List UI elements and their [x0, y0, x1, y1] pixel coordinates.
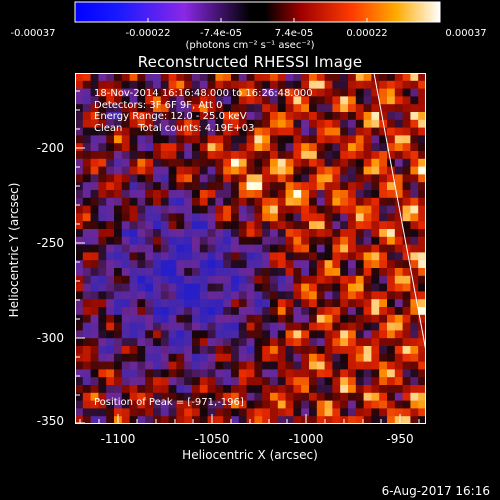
x-axis-ticks	[79, 414, 420, 424]
observation-info: 18-Nov-2014 16:16:48.000 to 16:26:48.000…	[94, 88, 313, 134]
colorbar-units: (photons cm⁻² s⁻¹ asec⁻²)	[185, 40, 315, 51]
solar-image	[75, 73, 426, 424]
solar-image-pixels	[75, 73, 426, 424]
info-time-range: 18-Nov-2014 16:16:48.000 to 16:26:48.000	[94, 88, 313, 99]
x-tick-label: -1100	[100, 432, 136, 446]
peak-position: Position of Peak = [-971,-196]	[94, 397, 244, 408]
colorbar-tick-label: 7.4e-05	[274, 28, 314, 39]
image-title: Reconstructed RHESSI Image	[137, 53, 363, 71]
y-tick-label: -300	[36, 331, 64, 345]
info-energy-range: Energy Range: 12.0 - 25.0 keV	[94, 111, 247, 122]
colorbar-tick-label: -0.00022	[125, 28, 171, 39]
x-axis-label: Heliocentric X (arcsec)	[182, 448, 318, 462]
x-tick-label: -1050	[194, 432, 230, 446]
colorbar-tick-label: 0.00037	[445, 28, 487, 39]
y-axis-ticks	[75, 90, 85, 424]
x-tick-label: -1000	[288, 432, 324, 446]
colorbar-tick-label: 0.00022	[346, 28, 388, 39]
y-tick-label: -200	[36, 141, 64, 155]
info-detectors: Detectors: 3F 6F 9F, Att 0	[94, 99, 223, 111]
y-tick-label: -350	[36, 414, 64, 428]
y-axis-label: Heliocentric Y (arcsec)	[7, 182, 21, 318]
y-tick-label: -250	[36, 236, 64, 250]
solar-limb-line	[373, 73, 426, 352]
datestamp: 6-Aug-2017 16:16	[381, 484, 490, 498]
x-tick-label: -950	[386, 432, 414, 446]
colorbar-tick-label: -7.4e-05	[200, 28, 242, 39]
colorbar	[74, 1, 441, 23]
colorbar-tick-label: -0.00037	[10, 28, 56, 39]
info-method-counts: Clean Total counts: 4.19E+03	[94, 122, 255, 134]
